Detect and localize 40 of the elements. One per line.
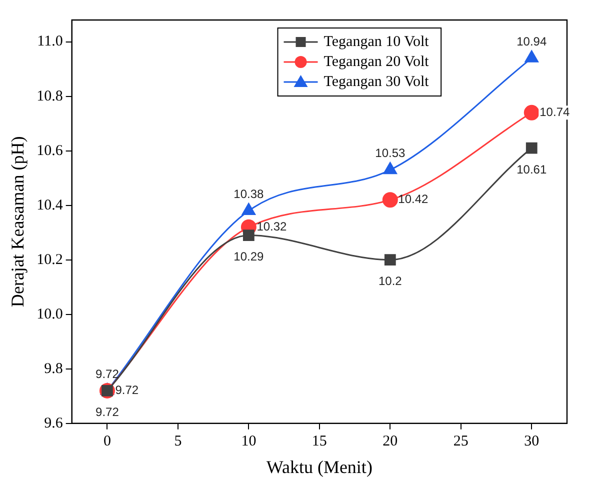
point [526, 142, 538, 154]
data-label: 9.72 [115, 383, 139, 398]
data-label: 10.2 [378, 274, 402, 288]
y-tick-label: 10.8 [36, 88, 63, 104]
y-tick-label: 10.6 [36, 142, 64, 159]
y-tick-label: 10.4 [36, 197, 64, 214]
y-tick-label: 11.0 [37, 34, 63, 50]
point [242, 230, 254, 242]
data-label: 10.74 [540, 104, 570, 119]
data-label: 10.42 [398, 192, 429, 206]
y-tick-label: 10.2 [36, 252, 63, 268]
x-tick-label: 20 [382, 433, 398, 450]
data-label: 10.61 [516, 162, 547, 176]
data-label: 10.94 [516, 34, 547, 48]
y-axis-title: Derajat Keasaman (pH) [8, 136, 28, 308]
data-label: 10.32 [256, 219, 288, 234]
x-tick-label: 15 [312, 433, 327, 450]
data-label: 10.53 [375, 146, 406, 160]
point [524, 50, 538, 62]
point [242, 203, 256, 216]
x-tick-label: 5 [174, 433, 182, 450]
x-axis-title: Waktu (Menit) [266, 456, 372, 477]
legend-label: Tegangan 20 Volt [324, 54, 430, 70]
point [384, 254, 396, 266]
x-tick-label: 10 [241, 433, 256, 450]
x-tick-label: 30 [524, 433, 540, 450]
data-label: 10.29 [234, 250, 264, 264]
point [383, 162, 397, 174]
data-label: 9.72 [96, 367, 120, 382]
data-label: 9.72 [96, 405, 120, 420]
x-tick-label: 0 [103, 433, 111, 450]
x-tick-label: 25 [453, 433, 468, 450]
y-tick-label: 10.0 [36, 306, 63, 322]
point [382, 192, 398, 208]
point [524, 104, 540, 120]
legend-label: Tegangan 30 Volt [324, 74, 430, 90]
data-label: 10.38 [234, 187, 264, 202]
y-tick-label: 9.6 [44, 415, 64, 432]
legend-label: Tegangan 10 Volt [324, 34, 430, 50]
y-tick-label: 9.8 [44, 360, 63, 377]
